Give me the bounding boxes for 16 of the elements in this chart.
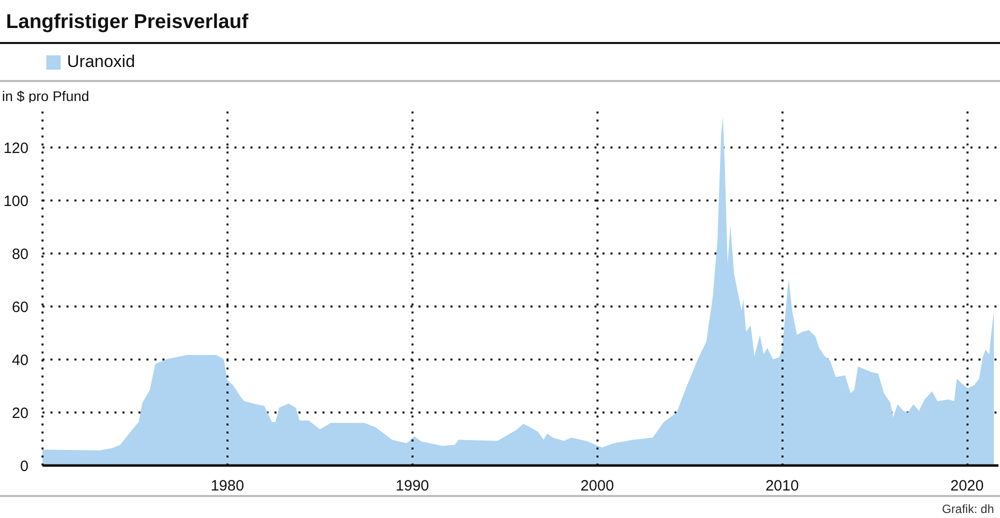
y-axis-title: in $ pro Pfund	[2, 87, 90, 106]
y-tick-label: 100	[3, 193, 29, 210]
y-tick-label: 60	[12, 299, 29, 316]
y-tick-label: 120	[3, 140, 29, 158]
text: Grafik: dh	[942, 501, 994, 518]
y-tick-label: 80	[12, 246, 29, 264]
y-tick-label: 0	[20, 458, 28, 475]
x-tick-label: 1990	[396, 478, 430, 494]
x-tick-label: 2010	[765, 478, 799, 494]
chart-title: Langfristiger Preisverlauf	[6, 10, 248, 35]
legend-label: Uranoxid	[67, 52, 136, 72]
y-tick-label: 20	[12, 405, 29, 422]
x-tick-label: 2020	[950, 478, 984, 494]
y-tick-label: 40	[12, 352, 29, 370]
x-tick-label: 2000	[580, 478, 614, 494]
x-tick-label: 1980	[210, 478, 244, 494]
